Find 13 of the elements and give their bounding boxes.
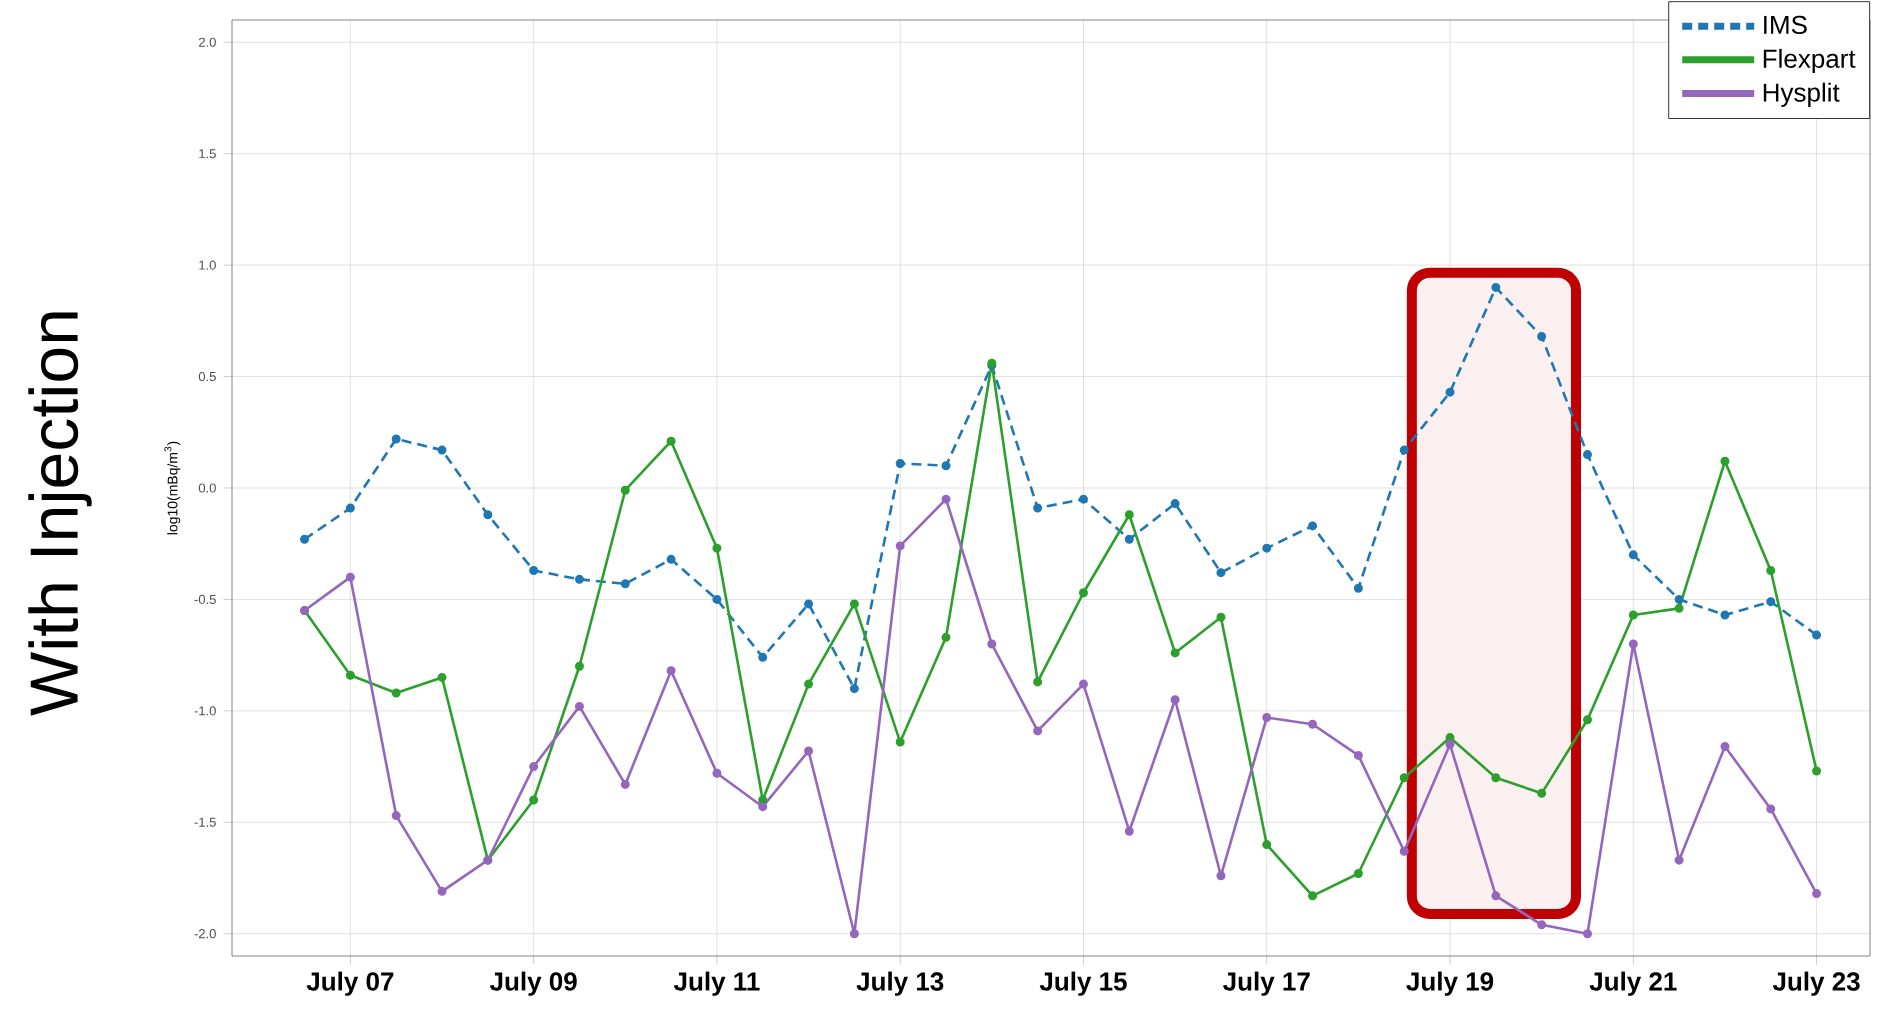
x-tick-label: July 19 — [1406, 971, 1494, 996]
legend-label: IMS — [1764, 15, 1807, 35]
x-tick-label: July 17 — [1223, 971, 1310, 996]
x-tick-label: July 15 — [1039, 971, 1127, 996]
text: With Injection — [28, 312, 92, 716]
legend-label: Flexpart — [1763, 48, 1856, 74]
legend-label: Hysplit — [1763, 82, 1840, 107]
x-tick-label: July 11 — [673, 971, 760, 996]
x-tick-label: July 21 — [1589, 971, 1677, 996]
x-tick-label: July 13 — [856, 971, 944, 996]
x-tick-label: July 07 — [306, 971, 394, 996]
x-tick-label: July 09 — [489, 971, 577, 996]
x-tick-label: July 23 — [1772, 971, 1860, 996]
